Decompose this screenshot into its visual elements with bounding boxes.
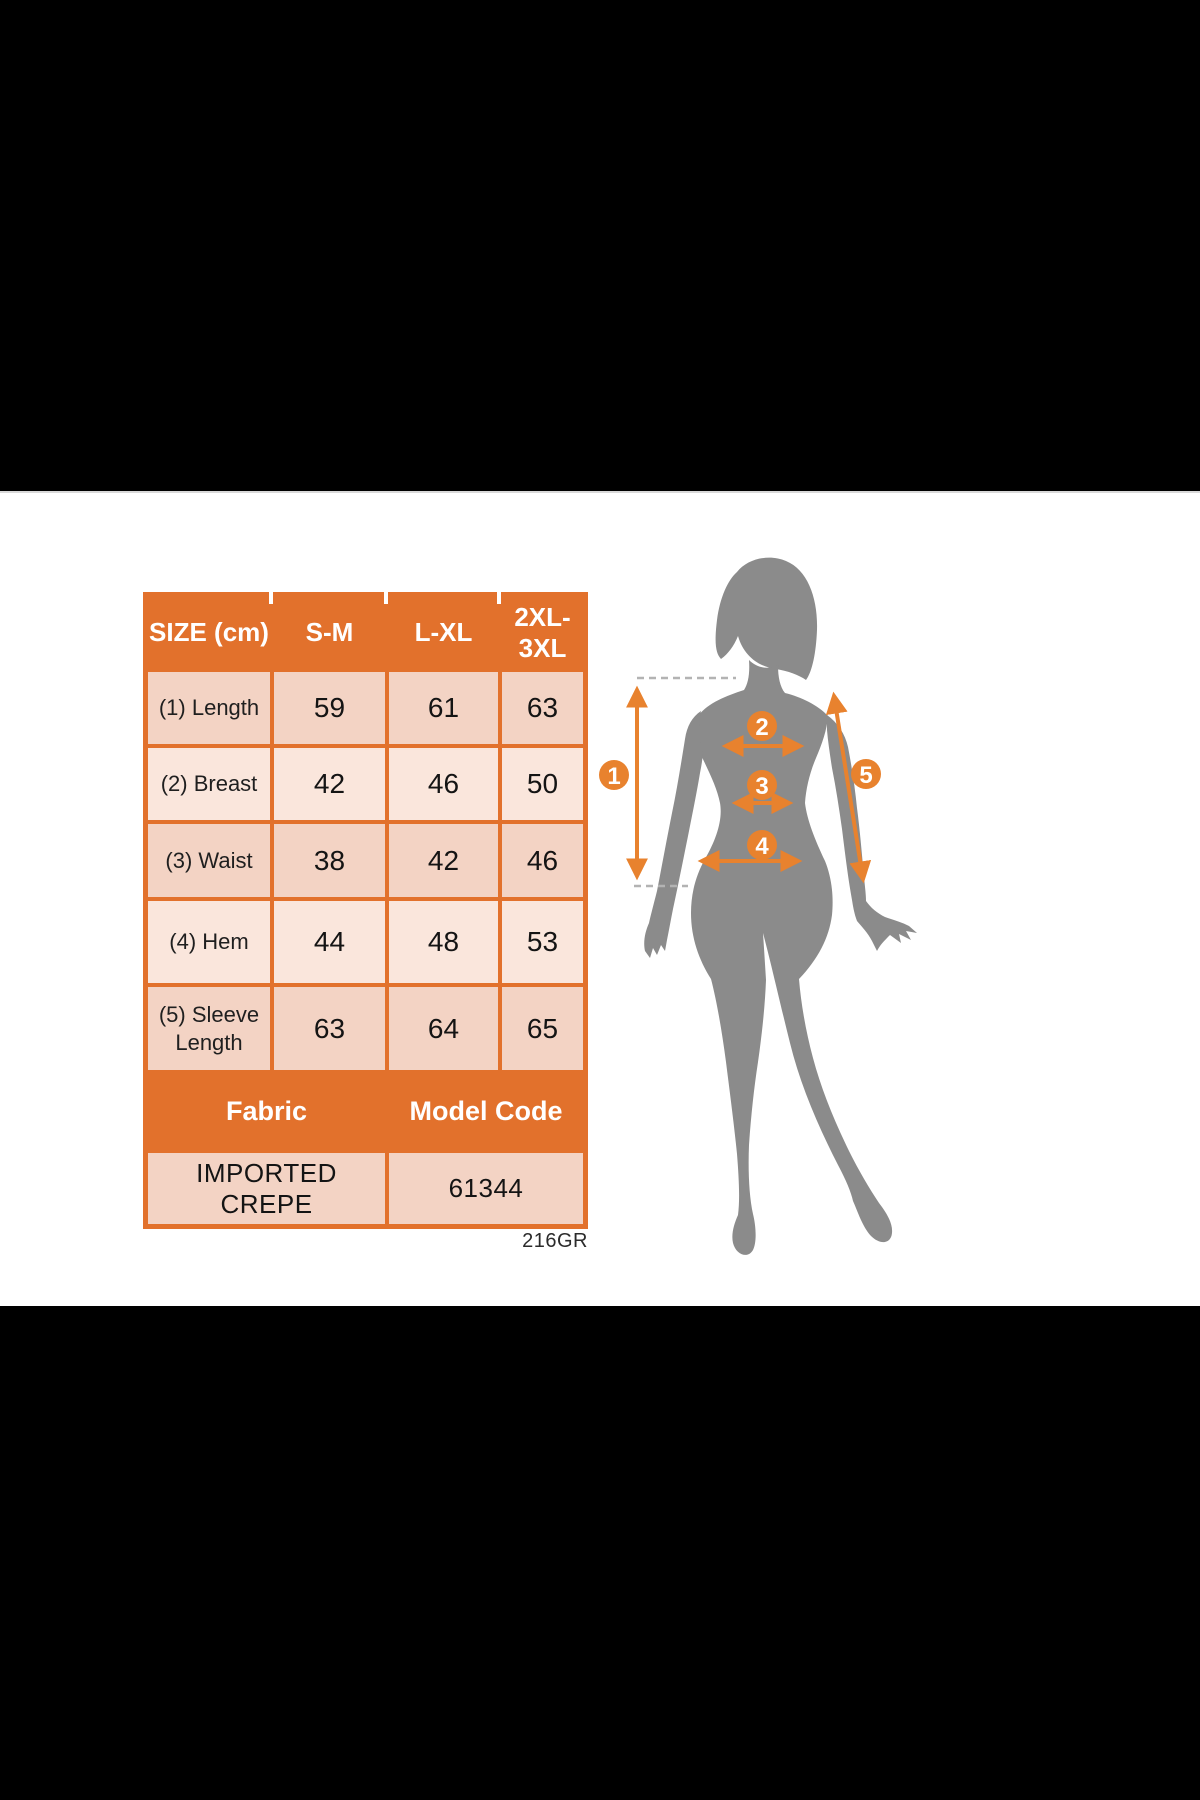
row-label-length: (1) Length: [148, 672, 270, 744]
value-waist-2xl3xl: 46: [502, 824, 583, 897]
value-sleeve-lxl: 64: [389, 987, 498, 1070]
weight-footnote: 216GR: [522, 1230, 588, 1252]
row-label-hem: (4) Hem: [148, 901, 270, 983]
size-table: SIZE (cm) S-M L-XL 2XL-3XL (1) Length 59…: [143, 592, 588, 1229]
value-sleeve-2xl3xl: 65: [502, 987, 583, 1070]
value-breast-lxl: 46: [389, 748, 498, 820]
sleeve-arrow: [825, 691, 872, 884]
silhouette-torso-legs: [691, 660, 893, 1255]
value-waist-lxl: 42: [389, 824, 498, 897]
value-breast-sm: 42: [274, 748, 385, 820]
value-hem-lxl: 48: [389, 901, 498, 983]
badge-number: 2: [755, 714, 768, 741]
silhouette-left-arm: [644, 711, 703, 958]
model-code-header: Model Code: [409, 1096, 563, 1126]
marker-badge-hem: 4: [747, 830, 777, 860]
value-hem-sm: 44: [274, 901, 385, 983]
row-label-waist: (3) Waist: [148, 824, 270, 897]
marker-badge-breast: 2: [747, 711, 777, 741]
model-code-value: 61344: [389, 1153, 583, 1224]
badge-circle: [747, 770, 777, 800]
value-waist-sm: 38: [274, 824, 385, 897]
marker-badge-length: 1: [599, 760, 629, 790]
value-sleeve-sm: 63: [274, 987, 385, 1070]
badge-number: 4: [755, 833, 769, 860]
fabric-header: Fabric: [225, 1096, 308, 1126]
value-length-lxl: 61: [389, 672, 498, 744]
row-label-sleeve-length: (5) Sleeve Length: [148, 987, 270, 1070]
silhouette-head: [715, 557, 818, 680]
female-silhouette: [644, 557, 917, 1255]
row-label-breast: (2) Breast: [148, 748, 270, 820]
header-notch: [384, 592, 388, 604]
fabric-value: IMPORTED CREPE: [148, 1153, 385, 1224]
value-hem-2xl3xl: 53: [502, 901, 583, 983]
value-breast-2xl3xl: 50: [502, 748, 583, 820]
header-notch: [497, 592, 501, 604]
badge-circle: [747, 830, 777, 860]
value-length-sm: 59: [274, 672, 385, 744]
badge-circle: [747, 711, 777, 741]
size-table-header-sm: S-M: [305, 617, 354, 648]
badge-number: 1: [607, 763, 620, 790]
measurement-figure: 1 2 3 4 5: [599, 557, 917, 1255]
content-panel: SIZE (cm) S-M L-XL 2XL-3XL (1) Length 59…: [0, 491, 1200, 1306]
badge-number: 5: [859, 762, 872, 789]
badge-number: 3: [755, 773, 768, 800]
badge-circle: [851, 759, 881, 789]
marker-badge-sleeve: 5: [851, 759, 881, 789]
value-length-2xl3xl: 63: [502, 672, 583, 744]
size-table-header-lxl: L-XL: [414, 617, 473, 648]
badge-circle: [599, 760, 629, 790]
header-notch: [269, 592, 273, 604]
size-table-header-size: SIZE (cm): [149, 617, 269, 648]
marker-badge-waist: 3: [747, 770, 777, 800]
size-table-header-2xl3xl: 2XL-3XL: [514, 601, 571, 663]
silhouette-right-arm: [827, 715, 917, 951]
